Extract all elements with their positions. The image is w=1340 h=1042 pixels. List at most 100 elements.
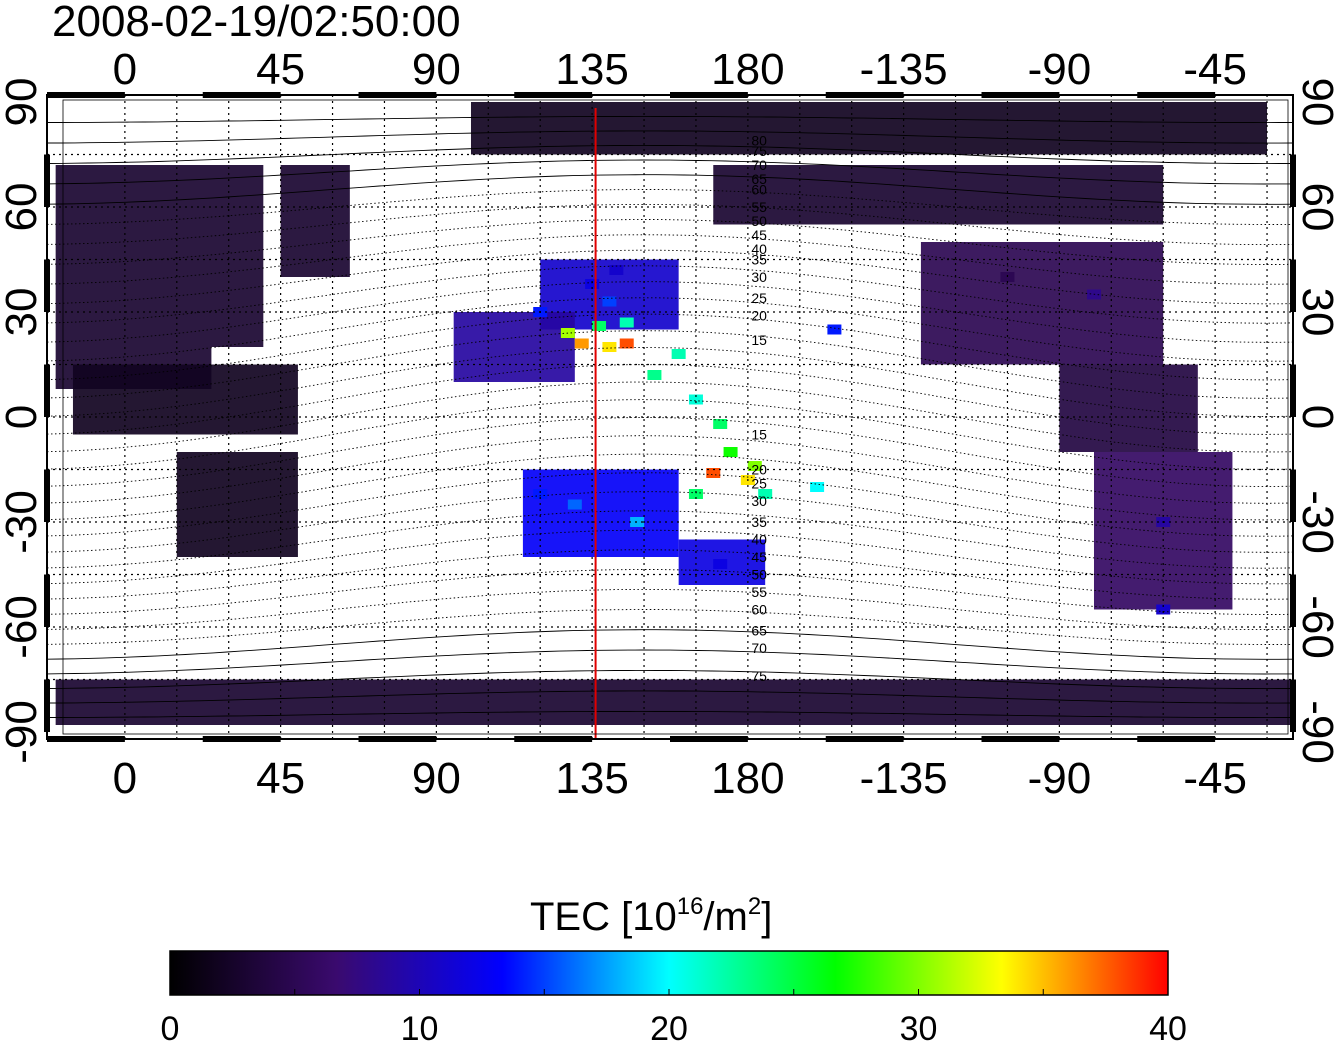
left-lat-tick-label: -90 bbox=[0, 700, 46, 764]
right-latitude-tick-labels: 90 60 30 0 -30 -60 -90 bbox=[1293, 78, 1340, 764]
contour-label: 75 bbox=[751, 143, 767, 159]
contour-labels: 8075706560555045403530252015152025303540… bbox=[751, 133, 767, 685]
contour-label: 40 bbox=[751, 241, 767, 257]
tec-data-layer bbox=[55, 102, 1292, 725]
contour-label: 20 bbox=[751, 462, 767, 478]
timestamp-title: 2008-02-19/02:50:00 bbox=[52, 0, 461, 46]
tec-cell bbox=[567, 499, 582, 510]
tec-cell bbox=[723, 447, 738, 457]
colorbar-title: TEC [1016/m2] bbox=[530, 893, 772, 939]
colorbar-tick-label: 0 bbox=[161, 1010, 180, 1042]
tec-cell bbox=[688, 489, 703, 499]
tec-cell bbox=[827, 324, 842, 335]
tec-cell bbox=[592, 321, 607, 331]
bottom-lon-tick-label: 0 bbox=[113, 754, 137, 803]
contour-label: 55 bbox=[751, 584, 767, 600]
colorbar-tick-label: 30 bbox=[900, 1010, 938, 1042]
tec-cell bbox=[706, 468, 721, 478]
right-lat-tick-label: -30 bbox=[1293, 490, 1340, 554]
contour-label: 80 bbox=[751, 133, 767, 149]
tec-cell bbox=[619, 317, 634, 328]
bottom-lon-tick-label: -90 bbox=[1028, 754, 1092, 803]
contour-label: 30 bbox=[751, 269, 767, 285]
contour-label: 35 bbox=[751, 514, 767, 530]
top-lon-tick-label: 0 bbox=[113, 45, 137, 94]
left-lat-tick-label: 30 bbox=[0, 288, 46, 337]
tec-cell bbox=[688, 394, 703, 405]
colorbar-tick-label: 40 bbox=[1149, 1010, 1187, 1042]
map-frame-bars bbox=[44, 92, 1296, 742]
bottom-lon-tick-label: -45 bbox=[1183, 754, 1247, 803]
tec-cell bbox=[533, 489, 548, 499]
left-latitude-tick-labels: 90 60 30 0 -30 -60 -90 bbox=[0, 78, 46, 764]
contour-label: 45 bbox=[751, 549, 767, 565]
tec-cell bbox=[758, 489, 773, 499]
tec-cell bbox=[609, 265, 624, 275]
contour-label: 65 bbox=[751, 623, 767, 639]
right-lat-tick-label: 30 bbox=[1293, 288, 1340, 337]
top-longitude-tick-labels: 0 45 90 135 180 -135 -90 -45 bbox=[113, 45, 1247, 94]
top-lon-tick-label: 180 bbox=[711, 45, 784, 94]
colorbar-tick-label: 20 bbox=[650, 1010, 688, 1042]
right-lat-tick-label: 0 bbox=[1293, 405, 1340, 429]
top-lon-tick-label: -135 bbox=[860, 45, 948, 94]
left-lat-tick-label: 60 bbox=[0, 183, 46, 232]
bottom-longitude-tick-labels: 0 45 90 135 180 -135 -90 -45 bbox=[113, 754, 1247, 803]
map-plot-area: 8075706560555045403530252015152025303540… bbox=[47, 95, 1293, 739]
contour-label: 65 bbox=[751, 171, 767, 187]
bottom-lon-tick-label: 90 bbox=[412, 754, 461, 803]
magnetic-latitude-contours bbox=[47, 115, 1293, 719]
contour-label: 55 bbox=[751, 199, 767, 215]
tec-cell bbox=[810, 482, 825, 492]
map-gridlines bbox=[47, 95, 1293, 739]
contour-label: 25 bbox=[751, 476, 767, 492]
colorbar-tick-labels: 0 10 20 30 40 bbox=[161, 989, 1187, 1042]
bottom-lon-tick-label: 135 bbox=[555, 754, 628, 803]
contour-label: 70 bbox=[751, 640, 767, 656]
right-lat-tick-label: -90 bbox=[1293, 700, 1340, 764]
contour-label: 45 bbox=[751, 227, 767, 243]
contour-label: 70 bbox=[751, 157, 767, 173]
tec-cell bbox=[602, 296, 617, 307]
tec-cell bbox=[585, 279, 600, 289]
contour-label: 30 bbox=[751, 493, 767, 509]
tec-cell bbox=[630, 517, 645, 527]
tec-cell bbox=[713, 419, 728, 429]
tec-cell bbox=[602, 342, 617, 352]
tec-cell bbox=[671, 349, 686, 359]
contour-label: 60 bbox=[751, 182, 767, 198]
tec-cell bbox=[713, 559, 728, 569]
contour-label: 50 bbox=[751, 213, 767, 229]
top-lon-tick-label: 135 bbox=[555, 45, 628, 94]
left-lat-tick-label: -60 bbox=[0, 595, 46, 659]
contour-label: 25 bbox=[751, 290, 767, 306]
contour-label: 60 bbox=[751, 602, 767, 618]
top-lon-tick-label: 90 bbox=[412, 45, 461, 94]
tec-cell bbox=[574, 338, 589, 349]
colorbar bbox=[169, 950, 1169, 996]
contour-label: 15 bbox=[751, 427, 767, 443]
left-lat-tick-label: 90 bbox=[0, 78, 46, 127]
bottom-lon-tick-label: -135 bbox=[860, 754, 948, 803]
top-lon-tick-label: 45 bbox=[256, 45, 305, 94]
contour-label: 40 bbox=[751, 532, 767, 548]
top-lon-tick-label: -45 bbox=[1183, 45, 1247, 94]
tec-cell bbox=[747, 461, 762, 471]
colorbar-tick-label: 10 bbox=[401, 1010, 439, 1042]
contour-label: 75 bbox=[751, 668, 767, 684]
contour-label: 35 bbox=[751, 252, 767, 268]
tec-cell bbox=[1156, 604, 1171, 615]
bottom-lon-tick-label: 180 bbox=[711, 754, 784, 803]
contour-label: 15 bbox=[751, 332, 767, 348]
right-lat-tick-label: -60 bbox=[1293, 595, 1340, 659]
right-lat-tick-label: 90 bbox=[1293, 78, 1340, 127]
contour-label: 20 bbox=[751, 308, 767, 324]
bottom-lon-tick-label: 45 bbox=[256, 754, 305, 803]
right-lat-tick-label: 60 bbox=[1293, 183, 1340, 232]
tec-cell bbox=[619, 338, 634, 349]
left-lat-tick-label: -30 bbox=[0, 490, 46, 554]
left-lat-tick-label: 0 bbox=[0, 405, 46, 429]
top-lon-tick-label: -90 bbox=[1028, 45, 1092, 94]
contour-label: 50 bbox=[751, 567, 767, 583]
